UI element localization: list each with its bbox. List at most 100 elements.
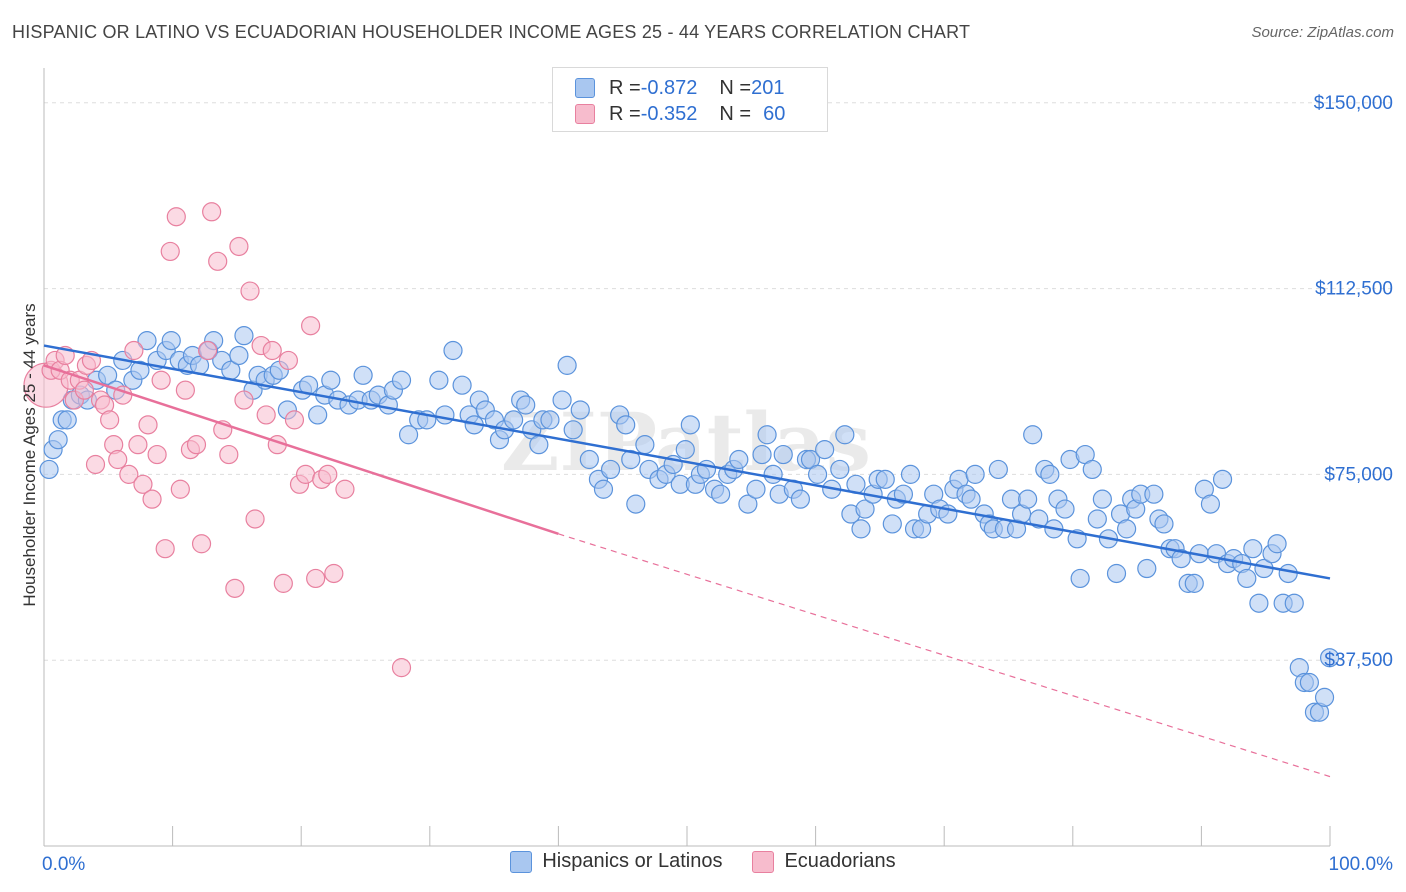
data-point-ecuadorian [175,380,195,400]
data-point-hispanic [1237,568,1257,589]
data-point-hispanic [1284,593,1304,613]
legend-r-value: -0.872 [640,76,698,99]
chart-source: Source: ZipAtlas.com [1251,24,1394,41]
series-legend: Hispanics or Latinos Ecuadorians [0,850,1406,873]
data-point-hispanic [137,331,157,351]
data-point-hispanic [711,484,731,504]
legend-r-label: R = [609,102,641,125]
data-point-ecuadorian [74,380,94,400]
data-point-ecuadorian [219,444,239,465]
data-point-ecuadorian [295,464,316,484]
data-point-hispanic [1267,534,1287,554]
trend-layer [43,344,1331,778]
data-point-ecuadorian [198,340,218,361]
data-point-hispanic [570,400,590,420]
data-point-hispanic [98,365,118,385]
legend-r-value: -0.352 [640,102,698,125]
data-point-hispanic [1040,464,1060,484]
trend-line-hispanics [43,344,1331,580]
correlation-legend: R = -0.872 N = 201 R = -0.352 N = 60 [552,67,828,132]
data-point-hispanic [39,459,59,480]
data-point-hispanic [752,444,772,465]
tick-label-layer: $37,500 $75,000 $112,500 $150,000 0.0% 100.0% [42,93,1393,875]
data-point-hispanic [1144,484,1164,504]
data-point-hispanic [540,410,560,430]
y-axis-label: Householder Income Ages 25 - 44 years [20,303,39,607]
series-hispanics-points [39,326,1340,722]
legend-label-ecuadorians: Ecuadorians [784,850,896,872]
data-point-ecuadorian [234,390,254,410]
data-point-ecuadorian [240,281,260,301]
legend-n-value: 201 [751,76,785,99]
data-point-hispanic [882,514,902,534]
chart-title: HISPANIC OR LATINO VS ECUADORIAN HOUSEHO… [12,22,971,42]
data-point-hispanic [961,489,981,509]
data-point-hispanic [680,415,700,435]
data-point-ecuadorian [208,251,228,271]
data-point-ecuadorian [273,573,293,593]
data-point-hispanic [48,430,68,450]
data-point-ecuadorian [151,370,171,390]
data-point-hispanic [830,459,850,480]
data-point-ecuadorian [262,340,282,361]
data-point-hispanic [616,415,636,435]
data-point-hispanic [1029,509,1049,529]
data-point-ecuadorian [119,464,139,484]
data-point-hispanic [807,464,828,484]
data-point-hispanic [893,484,914,504]
data-point-ecuadorian [133,474,153,494]
data-point-ecuadorian [391,658,412,678]
x-tick-label: 0.0% [42,854,85,875]
data-point-hispanic [452,375,472,395]
legend-item-hispanics[interactable]: Hispanics or Latinos [510,850,722,873]
data-point-hispanic [557,355,577,375]
data-point-hispanic [675,440,695,460]
data-point-ecuadorian [186,435,207,455]
data-point-ecuadorian [100,410,120,430]
data-point-hispanic [130,360,150,380]
data-point-hispanic [875,469,895,489]
data-point-hispanic [1171,549,1191,569]
data-point-hispanic [443,340,463,361]
data-point-hispanic [965,464,985,484]
data-point-hispanic [900,464,921,484]
legend-n-label: N = [719,102,752,125]
data-point-hispanic [1092,489,1112,509]
y-tick-label: $37,500 [1324,650,1393,671]
data-point-hispanic [516,395,536,415]
data-point-ecuadorian [245,509,265,529]
data-point-hispanic [790,489,811,509]
data-point-hispanic [234,326,254,346]
data-point-hispanic [815,440,835,460]
data-point-hispanic [1154,514,1174,534]
axes-layer [43,68,1331,847]
data-point-ecuadorian [225,578,245,598]
legend-label-hispanics: Hispanics or Latinos [542,850,723,872]
data-point-ecuadorian [229,236,249,257]
data-point-ecuadorian [108,449,128,470]
data-point-hispanic [988,459,1008,480]
data-point-hispanic [1087,509,1107,529]
data-point-hispanic [1137,558,1157,579]
data-point-hispanic [1055,499,1075,519]
data-point-hispanic [1249,593,1269,613]
data-point-ecuadorian [155,539,175,559]
y-tick-label: $112,500 [1315,279,1393,300]
data-point-hispanic [851,519,871,539]
data-point-hispanic [161,331,181,351]
data-point-hispanic [1117,519,1137,539]
data-point-hispanic [579,449,599,470]
data-point-ecuadorian [318,464,338,484]
data-point-hispanic [1082,459,1102,480]
data-point-hispanic [1070,568,1090,589]
trend-line-ecuadorians-extension [558,533,1331,778]
data-point-hispanic [593,479,614,499]
legend-swatch-blue [575,78,595,98]
legend-r-label: R = [609,76,641,99]
data-point-hispanic [529,435,549,455]
legend-item-ecuadorians[interactable]: Ecuadorians [752,850,896,873]
data-point-ecuadorian [278,350,298,371]
y-tick-label: $75,000 [1324,464,1393,485]
data-point-ecuadorian [128,435,148,455]
